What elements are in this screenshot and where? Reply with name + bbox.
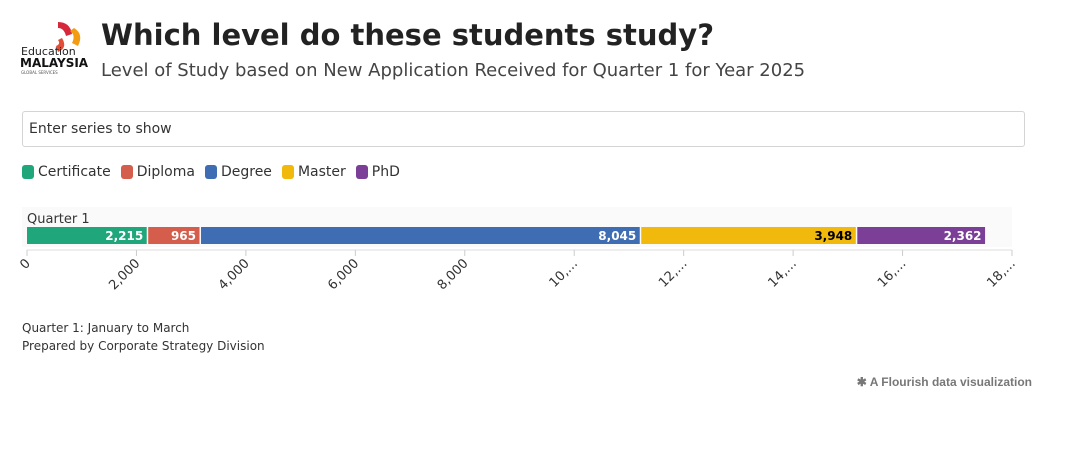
value-label: 3,948 — [814, 229, 852, 243]
category-label: Quarter 1 — [27, 212, 90, 227]
x-tick-label: 12,… — [656, 256, 690, 290]
logo: Education MALAYSIA GLOBAL SERVICES — [20, 22, 89, 75]
legend: Certificate Diploma Degree Master PhD — [22, 164, 400, 180]
legend-item[interactable]: Certificate — [22, 164, 111, 180]
x-tick-label: 4,000 — [216, 256, 253, 293]
legend-item[interactable]: Master — [281, 164, 346, 180]
logo-line3: GLOBAL SERVICES — [21, 70, 58, 75]
credit[interactable]: ✱ A Flourish data visualization — [856, 375, 1032, 389]
bar-segment — [201, 227, 640, 244]
x-tick-label: 0 — [17, 256, 33, 272]
notes: Quarter 1: January to March Prepared by C… — [22, 319, 265, 355]
value-label: 2,215 — [105, 229, 143, 243]
legend-label: Diploma — [136, 164, 195, 180]
note: Quarter 1: January to March — [22, 321, 190, 335]
legend-swatch — [204, 165, 217, 179]
legend-swatch — [120, 165, 133, 179]
chart-title: Which level do these students study? — [101, 18, 715, 52]
value-label: 965 — [171, 229, 196, 243]
legend-label: Certificate — [38, 164, 111, 180]
legend-label: Master — [297, 164, 346, 180]
legend-swatch — [281, 165, 294, 179]
x-tick-label: 6,000 — [325, 256, 362, 293]
x-tick-label: 14,… — [766, 256, 800, 290]
x-tick-label: 18,… — [984, 256, 1018, 290]
logo-line2: MALAYSIA — [20, 56, 89, 70]
logo-mark — [58, 22, 72, 36]
search-box[interactable]: Enter series to show — [22, 111, 1025, 147]
x-tick-label: 8,000 — [435, 256, 472, 293]
legend-label: PhD — [371, 164, 400, 180]
logo-mark — [70, 28, 81, 46]
bar-segment — [148, 227, 200, 244]
x-tick-label: 2,000 — [106, 256, 143, 293]
legend-item[interactable]: Degree — [204, 164, 272, 180]
chart-subtitle: Level of Study based on New Application … — [101, 60, 806, 81]
value-label: 2,362 — [944, 229, 982, 243]
logo-mark — [56, 38, 65, 52]
note: Prepared by Corporate Strategy Division — [22, 339, 265, 353]
bar-segment — [857, 227, 986, 244]
legend-item[interactable]: PhD — [355, 164, 400, 180]
legend-label: Degree — [220, 164, 272, 180]
legend-swatch — [22, 165, 34, 179]
search-placeholder: Enter series to show — [29, 121, 172, 137]
legend-swatch — [355, 165, 368, 179]
value-label: 8,045 — [598, 229, 636, 243]
x-tick-label: 10,… — [547, 256, 581, 290]
logo-line1: Education — [21, 45, 76, 58]
legend-item[interactable]: Diploma — [120, 164, 195, 180]
bar-segment — [27, 227, 147, 244]
credit-text: A Flourish data visualization — [869, 375, 1032, 389]
x-tick-label: 16,… — [875, 256, 909, 290]
bar-segment — [641, 227, 856, 244]
chart: 0 2,000 4,000 6,000 8,000 10,… 12,… 14,… 16,… 18,… — [17, 207, 1019, 293]
